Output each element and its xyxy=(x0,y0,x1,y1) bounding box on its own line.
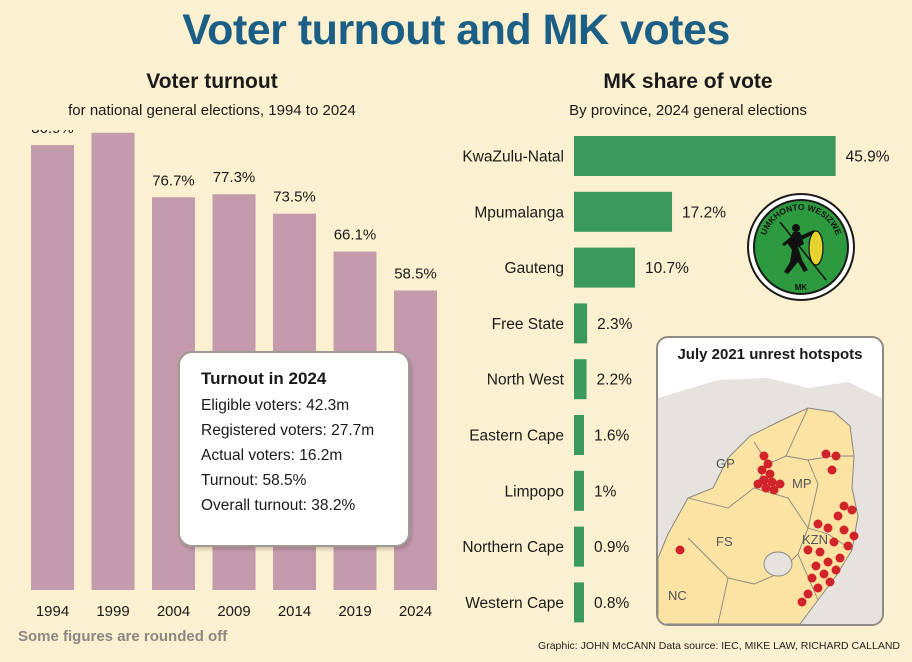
turnout-title: Voter turnout xyxy=(146,70,278,93)
map-label-gp: GP xyxy=(716,456,735,471)
mk-value-label: 2.3% xyxy=(597,316,633,333)
logo-text-bottom: MK xyxy=(795,283,808,292)
turnout-year-label: 2024 xyxy=(399,603,432,620)
mk-province-label: Mpumalanga xyxy=(474,204,564,221)
unrest-map-panel: July 2021 unrest hotspots GP MP FS KZN N… xyxy=(656,336,884,626)
south-africa-map: GP MP FS KZN NC xyxy=(658,378,882,624)
mk-bar-limpopo xyxy=(574,470,584,511)
actual-voters: Actual voters: 16.2m xyxy=(201,447,343,464)
mk-province-label: Limpopo xyxy=(505,483,564,500)
turnout-year-label: 2019 xyxy=(338,603,371,620)
turnout-bar-1994 xyxy=(31,145,74,590)
shield-icon xyxy=(808,230,824,266)
mk-bar-kwazulu-natal xyxy=(574,136,836,176)
turnout-year-label: 2004 xyxy=(157,603,190,620)
eligible-voters: Eligible voters: 42.3m xyxy=(201,397,350,414)
mk-bar-free-state xyxy=(574,303,588,344)
mk-value-label: 1.6% xyxy=(594,428,630,445)
spear-icon xyxy=(779,221,827,281)
mk-value-label: 1% xyxy=(594,483,617,500)
warrior-icon xyxy=(782,224,815,274)
mk-province-label: Gauteng xyxy=(505,260,564,277)
mk-province-label: KwaZulu-Natal xyxy=(462,149,564,166)
turnout-2024-box: Turnout in 2024 Eligible voters: 42.3m R… xyxy=(178,351,410,547)
mk-bar-eastern-cape xyxy=(574,415,584,455)
map-label-kzn: KZN xyxy=(802,532,828,547)
turnout-value-label: 58.5% xyxy=(394,265,437,282)
map-label-nc: NC xyxy=(668,588,687,603)
mk-title: MK share of vote xyxy=(603,70,773,93)
mk-province-label: North West xyxy=(487,372,565,389)
turnout-year-label: 1999 xyxy=(96,603,129,620)
turnout-subtitle: for national general elections, 1994 to … xyxy=(68,102,356,119)
main-title: Voter turnout and MK votes xyxy=(182,6,730,54)
mk-bar-mpumalanga xyxy=(574,191,673,232)
turnout-2024: Turnout: 58.5% xyxy=(201,472,307,489)
mk-value-label: 0.8% xyxy=(594,595,630,612)
turnout-value-label: 66.1% xyxy=(334,227,377,244)
rounded-note: Some figures are rounded off xyxy=(18,628,228,645)
mk-value-label: 17.2% xyxy=(682,204,726,221)
mk-bar-northern-cape xyxy=(574,526,584,567)
mk-bar-western-cape xyxy=(574,582,584,623)
turnout-value-label: 73.5% xyxy=(273,189,316,206)
mk-province-label: Western Cape xyxy=(465,595,564,612)
mk-subtitle: By province, 2024 general elections xyxy=(569,102,807,119)
mk-bar-gauteng xyxy=(574,247,635,288)
map-label-fs: FS xyxy=(716,534,733,549)
mk-province-label: Northern Cape xyxy=(462,539,564,556)
hotspots xyxy=(675,449,859,607)
map-label-mp: MP xyxy=(792,476,812,491)
box-title: Turnout in 2024 xyxy=(201,369,327,388)
mk-province-label: Eastern Cape xyxy=(469,428,564,445)
registered-voters: Registered voters: 27.7m xyxy=(201,422,375,439)
turnout-bar-1999 xyxy=(91,132,135,590)
map-title: July 2021 unrest hotspots xyxy=(677,346,863,363)
mk-value-label: 45.9% xyxy=(846,149,890,166)
turnout-value-label: 86.9% xyxy=(31,130,74,137)
turnout-value-label: 76.7% xyxy=(152,172,195,189)
logo-green-disc xyxy=(753,199,849,295)
lesotho xyxy=(763,551,793,577)
turnout-year-label: 2009 xyxy=(217,603,250,620)
mk-chart: KwaZulu-Natal 45.9% Mpumalanga 17.2% Gauteng… xyxy=(462,136,890,623)
turnout-value-label: 77.3% xyxy=(213,169,256,186)
mk-value-label: 0.9% xyxy=(594,539,630,556)
mk-bar-north-west xyxy=(574,359,587,400)
mk-value-label: 2.2% xyxy=(597,372,633,389)
mk-value-label: 10.7% xyxy=(645,260,689,277)
mk-logo: UMKHONTO WESIZWE MK xyxy=(747,193,855,301)
turnout-year-label: 2014 xyxy=(278,603,311,620)
overall-turnout: Overall turnout: 38.2% xyxy=(201,497,356,514)
credit-line: Graphic: JOHN McCANN Data source: IEC, M… xyxy=(538,640,900,652)
turnout-year-label: 1994 xyxy=(36,603,69,620)
mk-province-label: Free State xyxy=(492,316,564,333)
